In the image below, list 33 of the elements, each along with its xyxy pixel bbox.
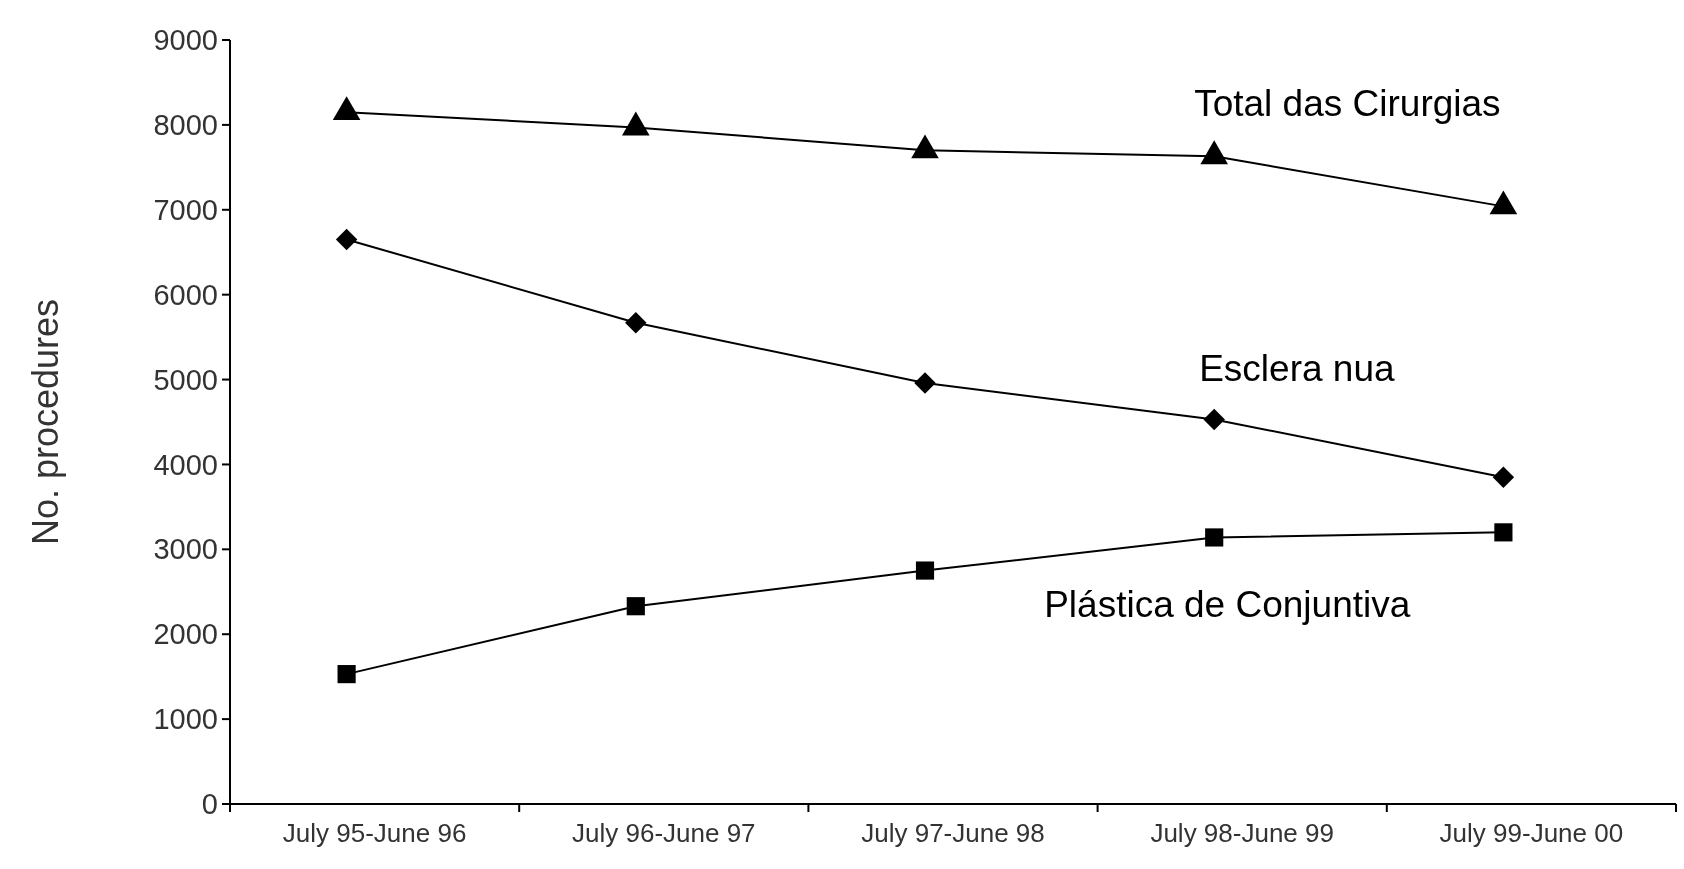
y-tick-label: 2000 — [153, 618, 218, 651]
x-tick-label: July 98-June 99 — [1150, 818, 1334, 848]
y-tick-label: 0 — [201, 788, 218, 821]
y-tick-label: 4000 — [153, 448, 218, 481]
point — [1489, 190, 1518, 215]
y-axis-title: No. procedures — [25, 298, 66, 546]
point — [1205, 528, 1224, 547]
y-tick-label: 1000 — [153, 703, 218, 736]
series-label: Total das Cirurgias — [1194, 83, 1501, 125]
series-label: Plástica de Conjuntiva — [1044, 584, 1411, 626]
point — [1203, 408, 1225, 431]
point — [332, 96, 361, 121]
x-tick-label: July 97-June 98 — [861, 818, 1045, 848]
point — [625, 311, 647, 334]
point — [622, 111, 650, 136]
point — [337, 665, 356, 684]
y-tick-label: 9000 — [153, 24, 218, 57]
y-tick-label: 8000 — [153, 109, 218, 142]
series-label: Esclera nua — [1199, 348, 1396, 390]
x-tick-label: July 95-June 96 — [282, 818, 467, 848]
point — [1492, 466, 1515, 488]
point — [1494, 523, 1513, 542]
point — [915, 561, 935, 580]
y-tick-label: 7000 — [153, 193, 218, 226]
y-tick-label: 6000 — [153, 278, 218, 311]
y-tick-label: 3000 — [153, 533, 218, 566]
x-tick-label: July 99-June 00 — [1439, 818, 1624, 848]
point — [626, 597, 645, 616]
point — [1200, 140, 1228, 165]
x-tick-label: July 96-June 97 — [572, 818, 756, 848]
y-tick-label: 5000 — [153, 363, 218, 396]
point — [914, 372, 936, 394]
point — [911, 134, 939, 159]
